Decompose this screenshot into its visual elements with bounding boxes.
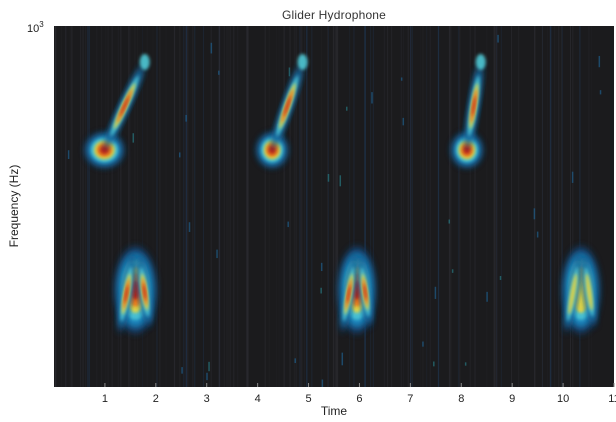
x-tick-label: 11 (608, 393, 616, 405)
call-upsweep (256, 54, 308, 168)
call-layer-band (124, 285, 129, 303)
noise-speck (486, 291, 488, 302)
noise-speck (208, 361, 210, 372)
y-tick-base: 10 (27, 23, 39, 35)
call-sweep (103, 61, 146, 151)
x-tick-label: 3 (204, 393, 210, 405)
call-layer-band (346, 285, 351, 303)
plot-background (54, 26, 614, 387)
call-tip (297, 54, 308, 70)
noise-speck (179, 152, 181, 158)
call-layer-band (120, 96, 130, 116)
call-base (84, 132, 125, 168)
x-tick-label: 9 (509, 393, 515, 405)
noise-speck (321, 379, 324, 387)
noise-speck (451, 269, 454, 273)
noise-speck (339, 175, 342, 187)
call-tip (139, 54, 150, 70)
call-layer-band (283, 96, 291, 116)
call-layer-band (585, 273, 593, 311)
background-noise (54, 26, 602, 387)
call-stripe (564, 254, 581, 334)
noise-speck (422, 341, 424, 347)
call-layer-band (143, 284, 147, 300)
call-stripe (340, 254, 357, 334)
noise-speck (434, 286, 437, 299)
noise-speck (533, 208, 536, 220)
noise-speck (571, 171, 574, 183)
call-upsweep (84, 54, 150, 168)
noise-speck (287, 221, 289, 228)
noise-speck (188, 222, 191, 232)
noise-speck (320, 262, 323, 272)
x-tick-label: 10 (557, 393, 569, 405)
call-layer (84, 54, 601, 334)
noise-speck (497, 34, 499, 43)
call-downsweep (114, 246, 157, 334)
noise-speck (327, 174, 330, 182)
call-sweep (465, 61, 483, 151)
noise-speck (132, 133, 135, 143)
call-upsweep (450, 54, 486, 168)
call-base (256, 132, 289, 168)
call-stripe (117, 254, 135, 334)
noise-speck (288, 67, 291, 77)
noise-speck (464, 362, 467, 366)
noise-speck (536, 231, 539, 238)
x-tick-label: 4 (255, 393, 261, 405)
x-tick-label: 8 (458, 393, 464, 405)
call-downsweep (561, 246, 601, 334)
x-tick-label: 7 (407, 393, 413, 405)
noise-speck (400, 77, 403, 81)
noise-speck (67, 150, 70, 160)
call-layer-band (352, 280, 362, 300)
call-tip (475, 54, 486, 70)
noise-speck (294, 358, 297, 364)
noise-speck (216, 249, 218, 259)
noise-speck (210, 42, 213, 54)
noise-speck (599, 90, 602, 95)
call-stripe (358, 256, 372, 328)
call-layer-band (471, 96, 476, 116)
chart-title: Glider Hydrophone (281, 8, 387, 22)
noise-speck (402, 117, 405, 126)
noise-speck (448, 219, 451, 224)
x-tick-label: 1 (102, 393, 108, 405)
noise-speck (181, 367, 183, 374)
x-axis-ticks: 1 2 3 4 5 6 7 8 9 10 11 (102, 383, 616, 405)
call-downsweep (337, 246, 377, 334)
x-tick-label: 2 (153, 393, 159, 405)
noise-speck (499, 275, 502, 280)
noise-speck (341, 352, 344, 366)
noise-speck (218, 70, 220, 75)
call-stripe (137, 256, 152, 328)
call-sweep (271, 61, 304, 151)
noise-speck (346, 106, 348, 111)
noise-speck (320, 287, 322, 294)
y-axis-label: Frequency (Hz) (7, 165, 21, 248)
noise-speck (433, 361, 435, 367)
call-stripe (582, 256, 596, 328)
call-layer-band (363, 284, 367, 300)
noise-speck (598, 55, 601, 68)
noise-speck (185, 114, 187, 122)
x-axis-label: Time (321, 404, 348, 418)
call-layer-band (130, 280, 141, 300)
x-tick-label: 6 (356, 393, 362, 405)
noise-speck (371, 92, 373, 104)
x-tick-label: 5 (305, 393, 311, 405)
y-tick-exponent: 3 (39, 20, 44, 29)
y-tick-label: 103 (27, 20, 44, 35)
noise-speck (206, 372, 208, 381)
call-layer-band (568, 273, 577, 315)
